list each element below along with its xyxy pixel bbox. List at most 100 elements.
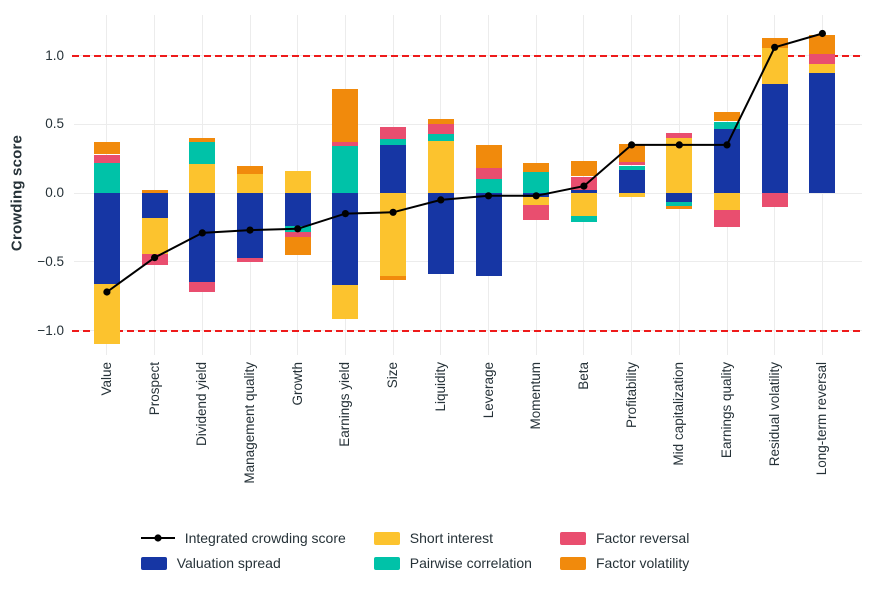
bar-segment-liquidity-short-interest[interactable] [427, 140, 454, 194]
line-marker-value[interactable] [103, 288, 111, 296]
bar-segment-leverage-factor-volatility[interactable] [475, 144, 502, 169]
bar-segment-residual-volatility-factor-volatility[interactable] [761, 37, 788, 48]
bar-segment-size-valuation-spread[interactable] [380, 144, 407, 193]
bar-segment-value-pairwise-correlation[interactable] [93, 162, 120, 194]
bar-segment-profitability-factor-reversal[interactable] [618, 162, 645, 166]
x-category-label-liquidity: Liquidity [432, 362, 448, 412]
y-tick-label: −1.0 [37, 322, 64, 338]
bar-segment-prospect-valuation-spread[interactable] [141, 193, 168, 218]
bar-segment-management-quality-short-interest[interactable] [237, 173, 263, 194]
line-marker-beta[interactable] [580, 182, 588, 190]
bar-segment-momentum-pairwise-correlation[interactable] [523, 172, 550, 193]
bar-segment-momentum-short-interest[interactable] [523, 197, 550, 206]
legend-line-swatch [140, 534, 175, 542]
bar-segment-earnings-quality-short-interest[interactable] [714, 193, 740, 210]
bar-segment-long-term-reversal-factor-volatility[interactable] [809, 34, 836, 55]
bar-segment-earnings-quality-factor-volatility[interactable] [714, 111, 740, 122]
bar-segment-profitability-pairwise-correlation[interactable] [618, 165, 645, 170]
bar-segment-value-factor-reversal[interactable] [93, 154, 120, 163]
bar-segment-earnings-quality-pairwise-correlation[interactable] [714, 121, 740, 130]
horizontal-gridline [74, 192, 862, 194]
line-marker-management-quality[interactable] [246, 226, 254, 234]
bar-segment-residual-volatility-valuation-spread[interactable] [761, 84, 788, 193]
bar-segment-beta-valuation-spread[interactable] [570, 190, 597, 194]
bar-segment-growth-valuation-spread[interactable] [284, 193, 311, 226]
bar-segment-mid-capitalization-valuation-spread[interactable] [666, 193, 693, 202]
bar-segment-management-quality-factor-reversal[interactable] [237, 257, 263, 262]
bar-segment-profitability-short-interest[interactable] [618, 193, 645, 198]
reference-line [72, 329, 862, 332]
bar-segment-long-term-reversal-factor-reversal[interactable] [809, 54, 836, 64]
x-category-label-leverage: Leverage [480, 362, 496, 419]
bar-segment-size-factor-volatility[interactable] [380, 275, 407, 280]
bar-segment-earnings-yield-pairwise-correlation[interactable] [332, 146, 359, 194]
line-marker-residual-volatility[interactable] [771, 43, 779, 51]
bar-segment-long-term-reversal-short-interest[interactable] [809, 63, 836, 73]
legend-item-factor-volatility[interactable]: Factor volatility [559, 555, 689, 571]
bar-segment-value-valuation-spread[interactable] [93, 193, 120, 284]
line-marker-mid-capitalization[interactable] [675, 141, 683, 149]
bar-segment-leverage-valuation-spread[interactable] [475, 193, 502, 276]
bar-segment-mid-capitalization-factor-volatility[interactable] [666, 206, 693, 210]
bar-segment-size-factor-reversal[interactable] [380, 127, 407, 140]
bar-segment-leverage-factor-reversal[interactable] [475, 168, 502, 180]
bar-segment-liquidity-factor-volatility[interactable] [427, 118, 454, 125]
bar-segment-beta-short-interest[interactable] [570, 193, 597, 217]
bar-segment-size-short-interest[interactable] [380, 193, 407, 276]
bar-segment-mid-capitalization-factor-reversal[interactable] [666, 133, 693, 138]
bar-segment-size-pairwise-correlation[interactable] [380, 139, 407, 145]
line-marker-earnings-quality[interactable] [723, 141, 731, 149]
x-category-label-mid-capitalization: Mid capitalization [671, 362, 687, 466]
bar-segment-residual-volatility-factor-reversal[interactable] [761, 193, 788, 207]
bar-segment-mid-capitalization-pairwise-correlation[interactable] [666, 201, 693, 206]
bar-segment-dividend-yield-short-interest[interactable] [189, 164, 216, 193]
line-marker-liquidity[interactable] [437, 196, 445, 204]
legend-column: Short interest Pairwise correlation [373, 530, 532, 571]
bar-segment-management-quality-valuation-spread[interactable] [237, 193, 263, 258]
bar-segment-beta-pairwise-correlation[interactable] [570, 216, 597, 222]
line-marker-growth[interactable] [294, 225, 302, 233]
line-marker-dividend-yield[interactable] [198, 229, 206, 237]
bar-segment-growth-factor-reversal[interactable] [284, 231, 311, 237]
legend-item-integrated-crowding-score[interactable]: Integrated crowding score [140, 530, 346, 546]
bar-segment-growth-factor-volatility[interactable] [284, 237, 311, 255]
bar-segment-earnings-yield-short-interest[interactable] [332, 285, 359, 320]
bar-segment-prospect-factor-volatility[interactable] [141, 190, 168, 194]
line-marker-long-term-reversal[interactable] [818, 29, 827, 38]
bar-segment-dividend-yield-factor-volatility[interactable] [189, 138, 216, 143]
line-marker-earnings-yield[interactable] [341, 210, 349, 218]
bar-segment-liquidity-valuation-spread[interactable] [427, 193, 454, 275]
bar-segment-profitability-factor-volatility[interactable] [618, 143, 645, 163]
bar-segment-liquidity-pairwise-correlation[interactable] [427, 133, 454, 141]
bar-segment-earnings-yield-valuation-spread[interactable] [332, 193, 359, 286]
line-marker-prospect[interactable] [151, 254, 159, 262]
line-marker-profitability[interactable] [628, 141, 636, 149]
bar-segment-value-factor-volatility[interactable] [93, 142, 120, 155]
line-marker-leverage[interactable] [484, 192, 493, 200]
bar-segment-long-term-reversal-valuation-spread[interactable] [809, 72, 836, 193]
bar-segment-growth-short-interest[interactable] [284, 171, 311, 193]
bar-segment-earnings-yield-factor-volatility[interactable] [332, 88, 359, 143]
bar-segment-profitability-valuation-spread[interactable] [618, 169, 645, 193]
bar-segment-earnings-quality-factor-reversal[interactable] [714, 209, 740, 228]
line-marker-size[interactable] [389, 208, 397, 216]
bar-segment-leverage-pairwise-correlation[interactable] [475, 179, 502, 194]
bar-segment-earnings-yield-factor-reversal[interactable] [332, 142, 359, 147]
x-category-label-long-term-reversal: Long-term reversal [814, 362, 830, 476]
bar-segment-momentum-factor-volatility[interactable] [523, 162, 550, 173]
legend-swatch [559, 531, 586, 545]
bar-segment-prospect-short-interest[interactable] [141, 217, 168, 254]
line-marker-momentum[interactable] [532, 192, 540, 200]
bar-segment-earnings-quality-valuation-spread[interactable] [714, 129, 740, 193]
x-category-label-dividend-yield: Dividend yield [194, 362, 210, 447]
bar-segment-dividend-yield-factor-reversal[interactable] [189, 282, 216, 292]
bar-segment-liquidity-factor-reversal[interactable] [427, 124, 454, 134]
legend-item-pairwise-correlation[interactable]: Pairwise correlation [373, 555, 532, 571]
bar-segment-dividend-yield-pairwise-correlation[interactable] [189, 142, 216, 165]
bar-segment-beta-factor-volatility[interactable] [570, 161, 597, 177]
legend-item-factor-reversal[interactable]: Factor reversal [559, 530, 689, 546]
legend-item-short-interest[interactable]: Short interest [373, 530, 532, 546]
legend-item-valuation-spread[interactable]: Valuation spread [140, 555, 346, 571]
bar-segment-management-quality-factor-volatility[interactable] [237, 165, 263, 174]
bar-segment-momentum-factor-reversal[interactable] [523, 205, 550, 221]
